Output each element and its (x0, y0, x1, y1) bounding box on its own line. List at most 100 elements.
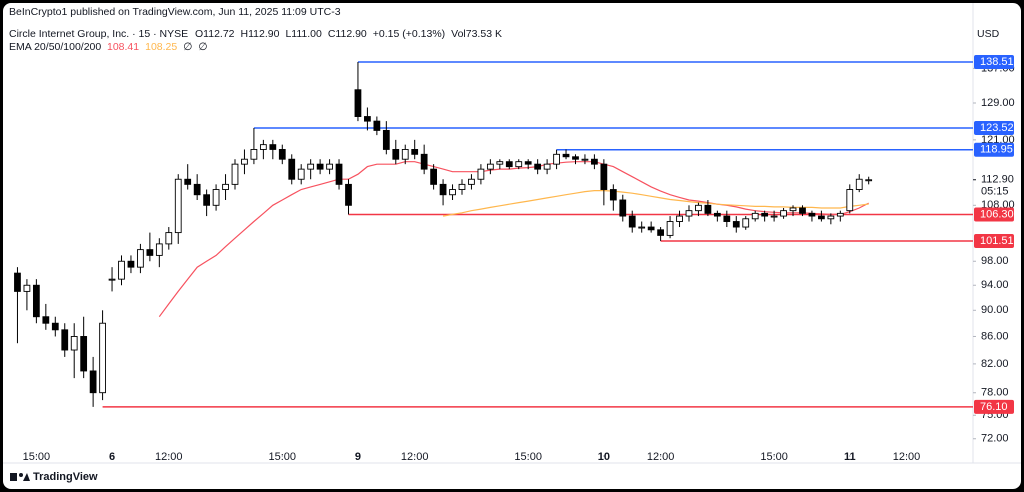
level-badge (974, 120, 1014, 135)
candle-body (155, 243, 163, 256)
candle-body (222, 183, 229, 190)
indicator-value: 108.41 (107, 41, 139, 53)
level-label: 118.95 (980, 144, 1013, 156)
candle-body (278, 149, 286, 160)
x-tick-label: 10 (598, 451, 610, 463)
currency: USD (977, 28, 1000, 40)
candle-body (732, 221, 740, 228)
x-tick-label: 15:00 (760, 451, 788, 463)
candle-body (250, 149, 258, 160)
candle-body (761, 212, 769, 217)
candle-body (534, 163, 542, 170)
y-tick-label: 98.00 (981, 255, 1009, 267)
last-price-label: 112.90 (981, 174, 1014, 186)
ema-line (158, 161, 869, 318)
ohlc-value: Vol73.53 K (451, 28, 502, 40)
candle-body (751, 212, 759, 220)
indicator-value: ∅ (198, 41, 207, 53)
candle-body (524, 161, 532, 165)
level-label: 138.51 (980, 56, 1014, 68)
candle-body (477, 168, 485, 180)
candle-body (439, 183, 447, 196)
x-tick-label: 15:00 (23, 451, 51, 463)
candle-body (628, 215, 636, 228)
candle-body (572, 156, 579, 160)
candle-body (80, 336, 88, 372)
level-label: 106.30 (980, 208, 1014, 220)
level-badge (974, 55, 1014, 70)
candle-body (486, 163, 494, 170)
candle-body (780, 210, 787, 217)
x-tick-label: 9 (355, 451, 361, 463)
candle-body (316, 163, 324, 170)
y-tick-label: 129.00 (981, 97, 1015, 109)
candle-body (515, 161, 523, 168)
candle-body (269, 144, 277, 150)
y-tick-label: 94.00 (981, 279, 1009, 291)
level-badge (974, 399, 1014, 414)
candle-body (373, 120, 381, 131)
candle-body (297, 168, 305, 180)
ema-line (442, 190, 869, 217)
candle-body (23, 284, 31, 292)
candle-body (496, 161, 504, 165)
chart: BeInCrypto1 published on TradingView.com… (3, 3, 1021, 483)
x-tick-label: 15:00 (269, 451, 297, 463)
candle-body (401, 149, 409, 160)
candle-body (827, 215, 835, 220)
level-badge (974, 207, 1014, 222)
tv-logo (10, 473, 30, 481)
candle-body (609, 189, 617, 201)
candle-body (770, 215, 778, 218)
candle-body (657, 229, 664, 236)
candle-body (647, 226, 655, 231)
published-note: BeInCrypto1 published on TradingView.com… (9, 6, 341, 18)
level-badge (974, 233, 1014, 248)
x-tick-label: 12:00 (893, 451, 921, 463)
candle-body (231, 163, 239, 185)
candle-body (203, 194, 211, 206)
candle-body (146, 249, 154, 256)
x-tick-label: 12:00 (155, 451, 183, 463)
candle-body (676, 215, 683, 222)
countdown: 05:15 (981, 186, 1009, 198)
candle-body (32, 284, 40, 318)
candle-body (70, 336, 78, 351)
candle-body (704, 204, 712, 214)
x-tick-label: 12:00 (401, 451, 429, 463)
ohlc-value: O112.72 (195, 28, 235, 40)
footer-brand: TradingView (33, 471, 98, 483)
candle-body (468, 178, 475, 185)
level-label: 123.52 (980, 122, 1014, 134)
candle-body (326, 163, 333, 170)
candle-body (345, 183, 352, 206)
indicator: EMA 20/50/100/200 (9, 41, 101, 53)
candle-body (241, 158, 248, 165)
y-tick-label: 90.00 (981, 304, 1009, 316)
candle-body (591, 158, 598, 165)
candle-body (51, 322, 59, 331)
candle-body (137, 249, 144, 268)
candle-body (713, 212, 721, 217)
candle-body (543, 163, 551, 170)
candle-body (865, 179, 873, 182)
ohlc-value: H112.90 (241, 28, 280, 40)
y-tick-label: 72.00 (981, 433, 1009, 445)
y-tick-label: 78.00 (981, 387, 1009, 399)
candle-body (430, 168, 437, 185)
candle-body (742, 218, 750, 228)
candle-body (307, 163, 315, 170)
candle-body (836, 212, 844, 217)
candle-body (354, 89, 362, 117)
symbol: Circle Internet Group, Inc. · 15 · NYSE (9, 28, 188, 40)
candle-body (411, 149, 419, 155)
candle-body (165, 232, 173, 245)
indicator-value: ∅ (183, 41, 192, 53)
candle-body (127, 260, 135, 268)
candle-body (174, 178, 182, 234)
candle-body (392, 149, 400, 160)
candle-body (14, 272, 21, 292)
candle-body (118, 260, 125, 280)
candle-body (685, 210, 693, 217)
candle-body (420, 153, 428, 170)
